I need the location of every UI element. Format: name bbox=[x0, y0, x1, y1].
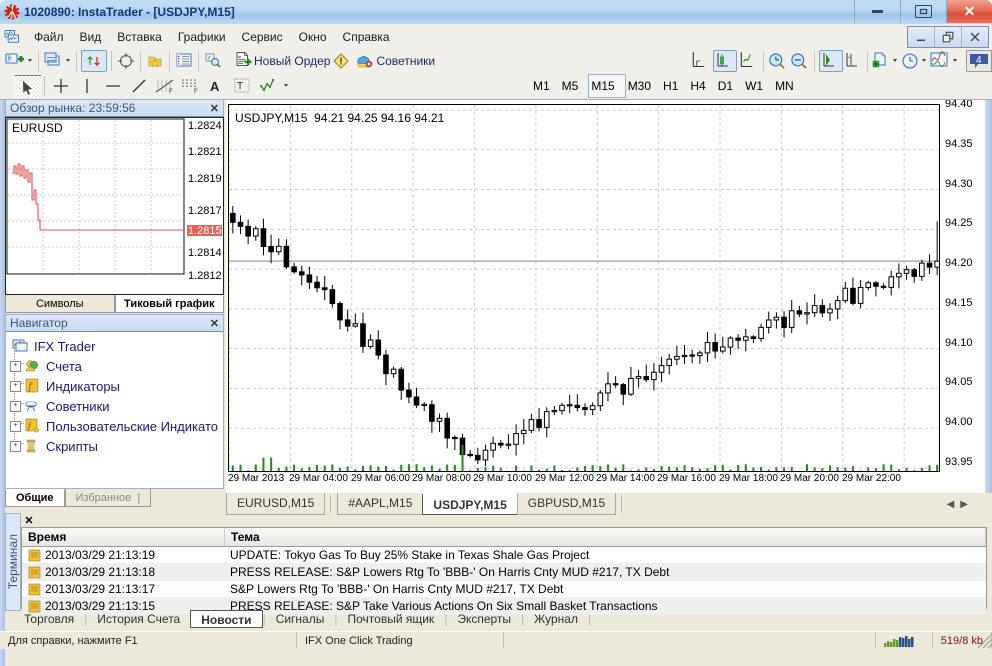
svg-text:1.2817: 1.2817 bbox=[188, 205, 222, 217]
svg-text:A: A bbox=[210, 79, 220, 94]
svg-text:T: T bbox=[237, 81, 243, 92]
svg-text:1.2824: 1.2824 bbox=[188, 120, 222, 132]
svg-text:1.2814: 1.2814 bbox=[188, 247, 222, 259]
svg-text:1.2812: 1.2812 bbox=[188, 270, 222, 282]
svg-text:F: F bbox=[194, 89, 198, 94]
svg-text:4: 4 bbox=[976, 55, 982, 66]
svg-text:1.2821: 1.2821 bbox=[188, 146, 222, 158]
svg-text:EURUSD: EURUSD bbox=[12, 121, 63, 135]
svg-text:F: F bbox=[169, 89, 173, 94]
svg-text:1.2815: 1.2815 bbox=[188, 225, 222, 237]
svg-text:1.2819: 1.2819 bbox=[188, 173, 222, 185]
